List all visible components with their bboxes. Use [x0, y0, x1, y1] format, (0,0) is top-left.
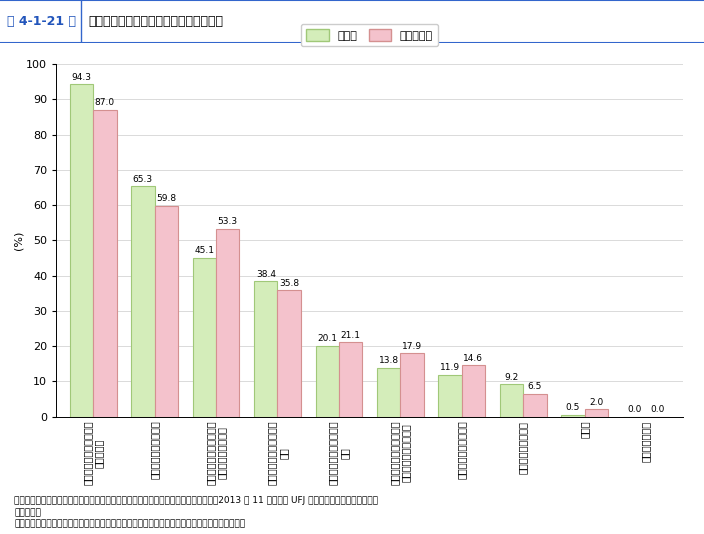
Text: 2.0: 2.0 — [589, 398, 603, 407]
Bar — [439, 374, 462, 417]
Text: 87.0: 87.0 — [95, 98, 115, 107]
Bar — [462, 365, 485, 417]
Text: 59.8: 59.8 — [156, 194, 176, 203]
Bar — [277, 290, 301, 417]
Bar — [401, 354, 424, 417]
Bar — [193, 257, 216, 417]
Bar — [523, 394, 546, 417]
Text: 45.1: 45.1 — [194, 246, 214, 255]
Text: 0.0: 0.0 — [627, 405, 641, 414]
Y-axis label: (%): (%) — [13, 231, 23, 250]
Text: 17.9: 17.9 — [402, 342, 422, 351]
Text: 38.4: 38.4 — [256, 270, 276, 279]
Bar — [377, 368, 401, 417]
Text: 53.3: 53.3 — [218, 217, 238, 226]
Text: 6.5: 6.5 — [528, 382, 542, 391]
Text: 0.5: 0.5 — [566, 403, 580, 412]
Bar — [339, 342, 363, 417]
Bar — [500, 384, 523, 417]
Bar — [155, 206, 178, 417]
Text: 9.2: 9.2 — [504, 373, 519, 382]
Text: 第 4-1-21 図: 第 4-1-21 図 — [7, 15, 76, 28]
Bar — [254, 281, 277, 417]
Bar — [93, 110, 117, 417]
Bar — [584, 410, 608, 417]
Text: 21.1: 21.1 — [341, 331, 360, 340]
Text: 0.0: 0.0 — [650, 405, 665, 414]
Text: 11.9: 11.9 — [440, 363, 460, 372]
Text: 94.3: 94.3 — [72, 73, 92, 82]
Bar — [315, 345, 339, 417]
FancyBboxPatch shape — [0, 0, 704, 43]
Legend: 商工会, 商工会議所: 商工会, 商工会議所 — [301, 24, 439, 46]
Text: 65.3: 65.3 — [133, 175, 153, 184]
Bar — [131, 186, 155, 417]
Bar — [561, 415, 584, 417]
Text: 20.1: 20.1 — [318, 334, 337, 343]
Text: 14.6: 14.6 — [463, 354, 484, 363]
Text: 13.8: 13.8 — [379, 356, 398, 365]
Text: 35.8: 35.8 — [279, 279, 299, 288]
Bar — [216, 229, 239, 417]
Text: 商工会・商工会議所の強み（複数回答）: 商工会・商工会議所の強み（複数回答） — [88, 15, 223, 28]
Bar — [70, 84, 93, 417]
Text: 資料：中小企業庁委託「中小企業支援機関の連携状況と施策認知度に関する調査」（2013 年 11 月、三菱 UFJ リサーチ＆コンサルティング
　（株））
（注）: 資料：中小企業庁委託「中小企業支援機関の連携状況と施策認知度に関する調査」（20… — [14, 496, 378, 529]
